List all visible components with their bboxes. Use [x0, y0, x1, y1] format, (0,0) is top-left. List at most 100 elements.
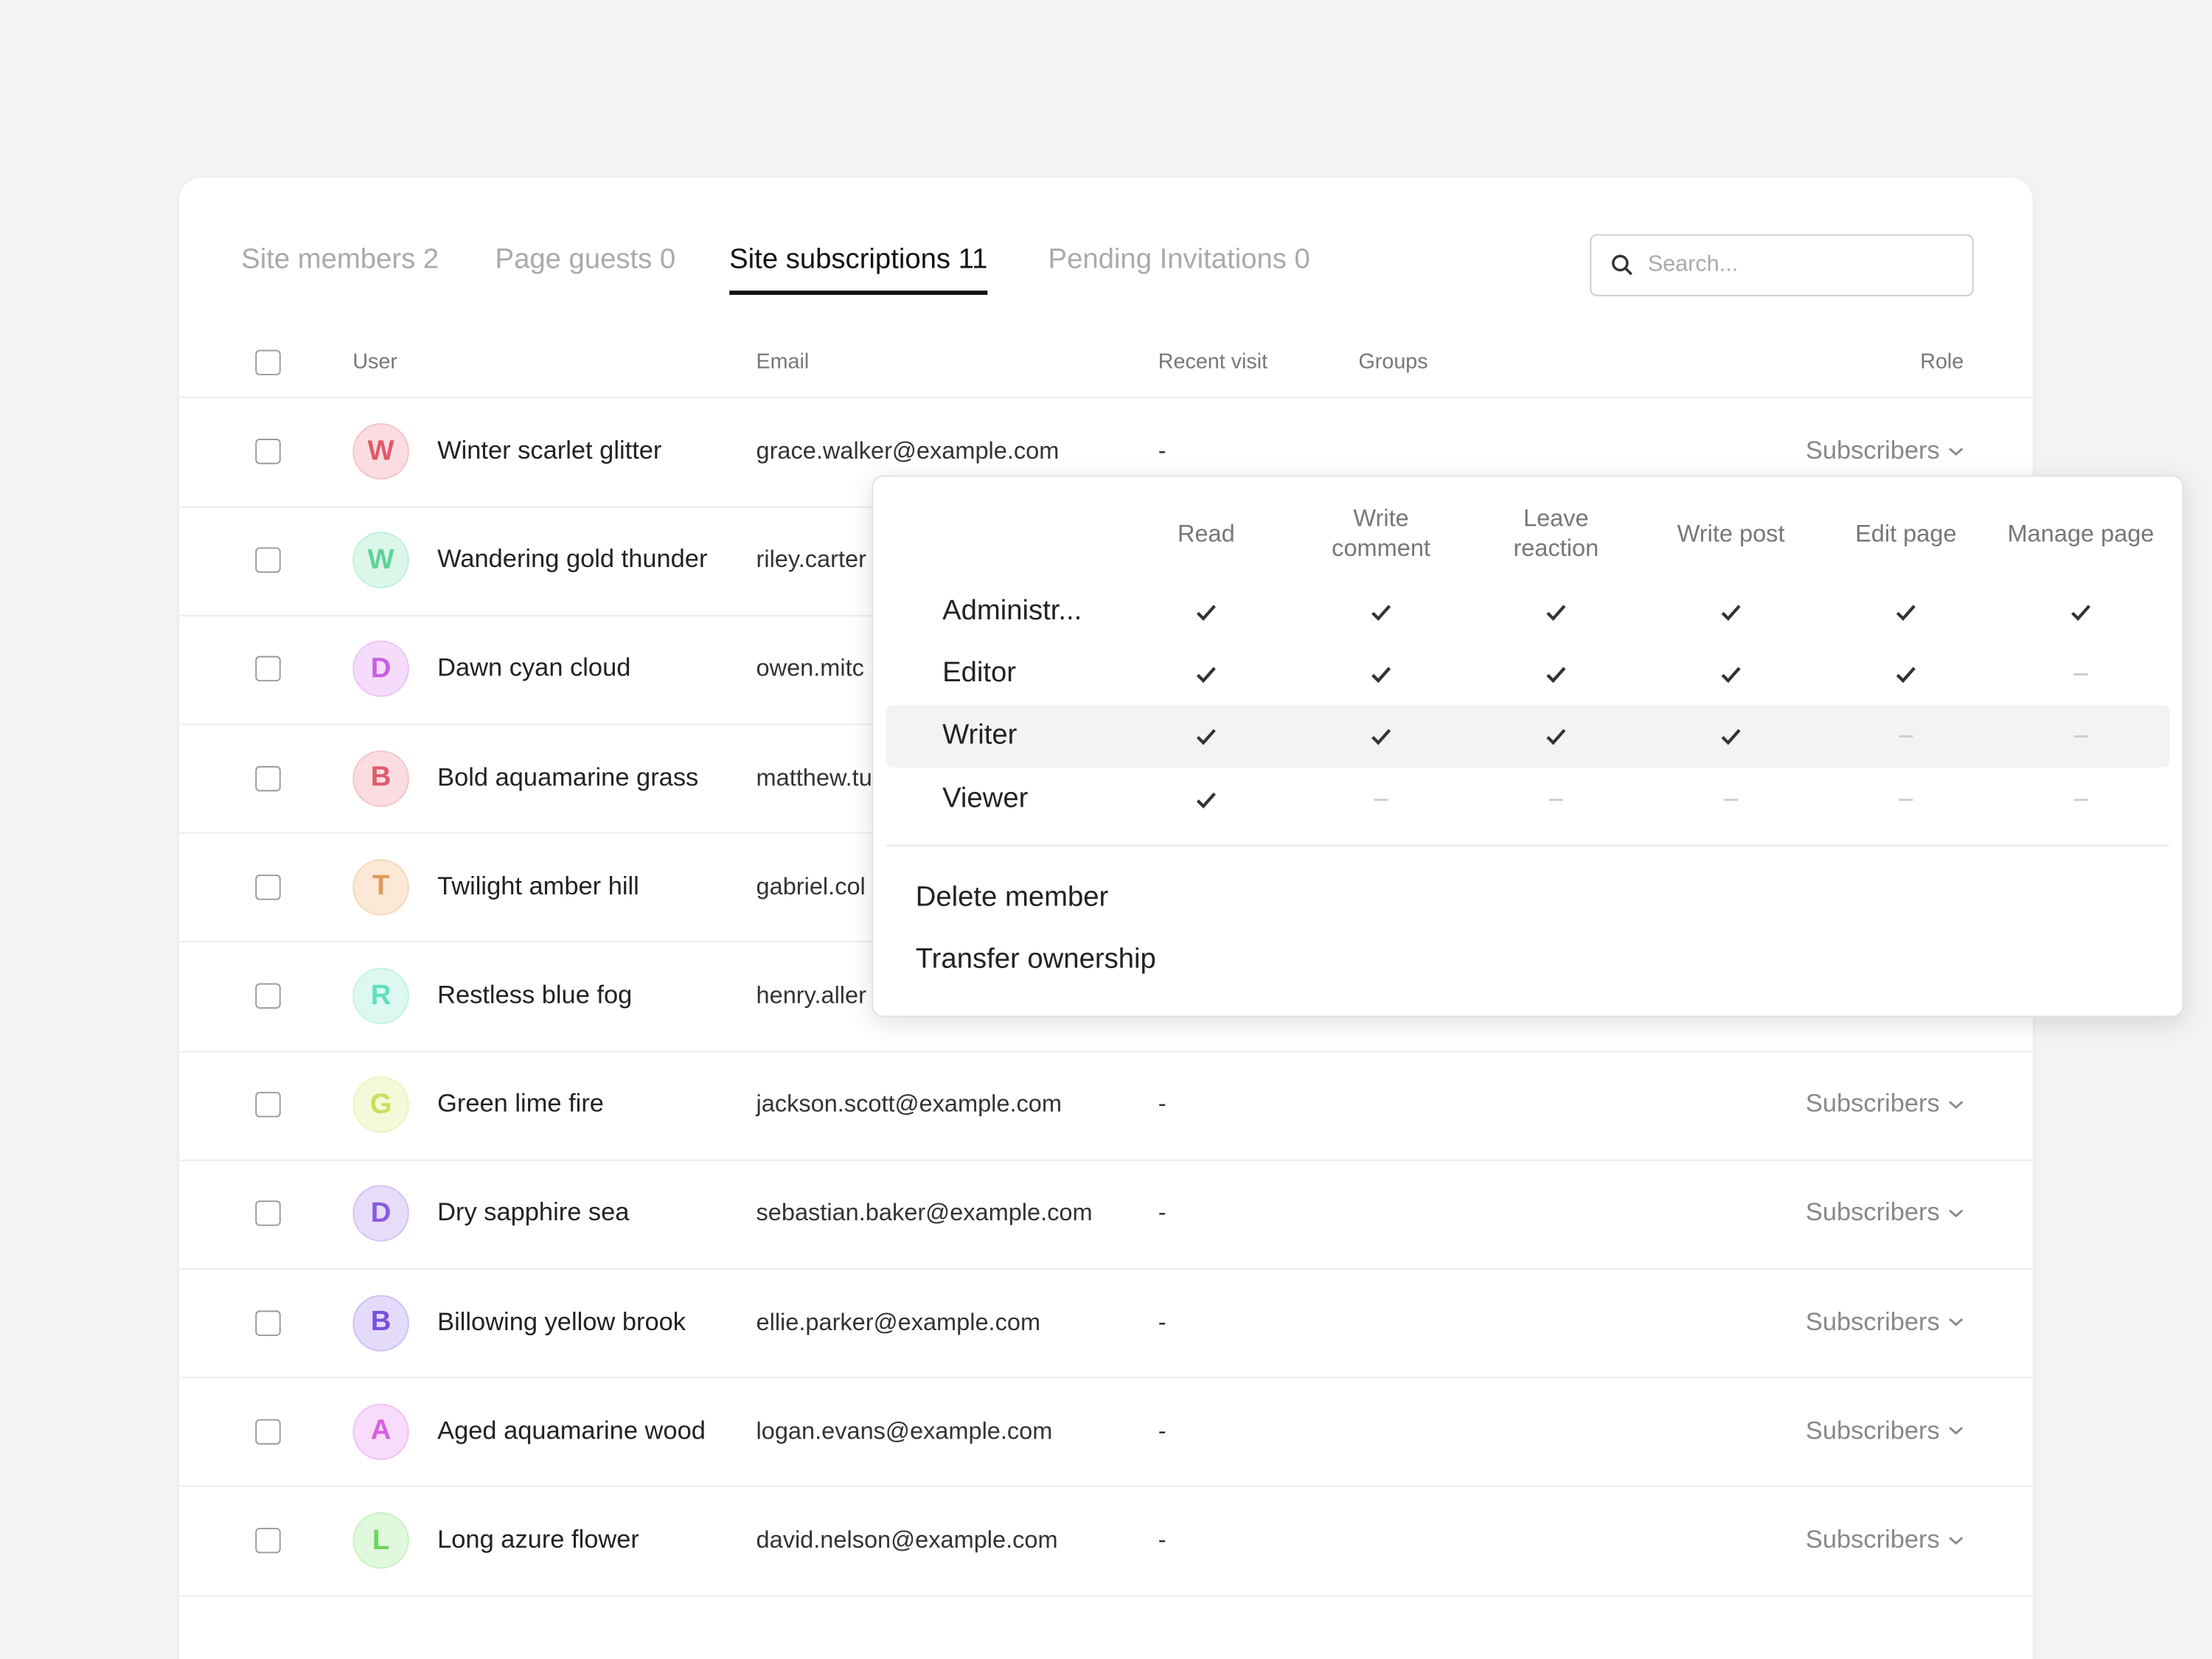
- permission-header: Write comment: [1332, 504, 1430, 562]
- permission-header: Read: [1177, 520, 1235, 547]
- row-checkbox[interactable]: [255, 1310, 281, 1336]
- role-name[interactable]: Administr...: [942, 595, 1082, 627]
- row-checkbox[interactable]: [255, 1092, 281, 1118]
- row-checkbox[interactable]: [255, 874, 281, 900]
- check-icon: [1719, 601, 1742, 624]
- chevron-icon: [1949, 447, 1964, 456]
- email: gabriel.col: [756, 872, 866, 900]
- search-placeholder: Search...: [1647, 252, 1739, 277]
- permission-header: Write post: [1677, 520, 1785, 547]
- avatar: T: [352, 858, 409, 916]
- user-name: Aged aquamarine wood: [437, 1416, 706, 1444]
- row-divider: [178, 1486, 2034, 1488]
- row-checkbox[interactable]: [255, 1528, 281, 1554]
- recent-visit: -: [1158, 1417, 1166, 1444]
- role-name[interactable]: Editor: [942, 657, 1017, 689]
- avatar: W: [352, 532, 409, 589]
- popup-action[interactable]: Delete member: [915, 881, 1109, 913]
- chevron-icon: [1949, 1209, 1964, 1217]
- tab[interactable]: Page guests 0: [495, 243, 676, 276]
- check-icon: [1545, 663, 1568, 686]
- row-checkbox[interactable]: [255, 656, 281, 682]
- header-email: Email: [756, 349, 810, 375]
- check-icon: [1895, 601, 1918, 624]
- check-icon: [1895, 663, 1918, 686]
- recent-visit: -: [1158, 1308, 1166, 1336]
- row-divider: [178, 1267, 2034, 1270]
- recent-visit: -: [1158, 1091, 1166, 1118]
- dash-icon: [2070, 725, 2093, 748]
- check-icon: [1195, 663, 1218, 686]
- role-popup: Read Write comment Leave reaction Write pos…: [872, 475, 2184, 1018]
- email: grace.walker@example.com: [756, 437, 1060, 465]
- select-all-checkbox[interactable]: [255, 349, 281, 375]
- user-name: Long azure flower: [437, 1525, 639, 1554]
- user-name: Winter scarlet glitter: [437, 436, 662, 465]
- row-checkbox[interactable]: [255, 439, 281, 465]
- user-name: Dawn cyan cloud: [437, 653, 631, 682]
- recent-visit: -: [1158, 437, 1166, 465]
- check-icon: [1195, 601, 1218, 624]
- check-icon: [1545, 725, 1568, 748]
- avatar: W: [352, 422, 409, 480]
- user-name: Dry sapphire sea: [437, 1198, 630, 1227]
- role-select[interactable]: Subscribers: [1806, 1416, 1964, 1446]
- check-icon: [1545, 601, 1568, 624]
- chevron-icon: [1949, 1536, 1964, 1545]
- recent-visit: -: [1158, 1526, 1166, 1554]
- email: jackson.scott@example.com: [756, 1091, 1062, 1118]
- role-name[interactable]: Writer: [942, 719, 1018, 751]
- avatar: D: [352, 641, 409, 698]
- email: matthew.tu: [756, 764, 872, 791]
- role-label: Subscribers: [1805, 1089, 1940, 1118]
- header-groups: Groups: [1358, 349, 1428, 375]
- avatar: G: [352, 1077, 409, 1133]
- dash-icon: [2070, 663, 2093, 686]
- user-name: Green lime fire: [437, 1089, 604, 1118]
- check-icon: [1370, 725, 1393, 748]
- row-checkbox[interactable]: [255, 1200, 281, 1227]
- role-select[interactable]: Subscribers: [1806, 1307, 1964, 1337]
- dash-icon: [1370, 789, 1393, 812]
- role-label: Subscribers: [1805, 1416, 1940, 1444]
- role-select[interactable]: Subscribers: [1806, 1525, 1964, 1554]
- dash-icon: [1719, 789, 1742, 812]
- chevron-icon: [1949, 1100, 1964, 1109]
- user-name: Wandering gold thunder: [437, 544, 708, 574]
- row-checkbox[interactable]: [255, 983, 281, 1009]
- check-icon: [1719, 663, 1742, 686]
- role-label: Subscribers: [1805, 1525, 1940, 1554]
- email: owen.mitc: [756, 655, 864, 682]
- role-label: Subscribers: [1805, 436, 1940, 465]
- header-recent: Recent visit: [1158, 349, 1268, 375]
- role-select[interactable]: Subscribers: [1806, 1198, 1964, 1228]
- avatar: L: [352, 1512, 409, 1569]
- avatar: B: [352, 1294, 409, 1352]
- email: logan.evans@example.com: [756, 1417, 1053, 1444]
- role-name[interactable]: Viewer: [942, 782, 1029, 814]
- role-select[interactable]: Subscribers: [1806, 1089, 1964, 1119]
- header-role: Role: [1920, 349, 1964, 375]
- check-icon: [1370, 601, 1393, 624]
- row-divider: [178, 1050, 2034, 1052]
- row-checkbox[interactable]: [255, 1419, 281, 1444]
- popup-action[interactable]: Transfer ownership: [915, 943, 1156, 975]
- tab[interactable]: Pending Invitations 0: [1048, 243, 1310, 276]
- check-icon: [2070, 601, 2093, 624]
- tab[interactable]: Site members 2: [241, 243, 439, 276]
- search-box[interactable]: Search...: [1590, 234, 1974, 296]
- avatar: B: [352, 750, 409, 807]
- row-divider: [178, 1594, 2034, 1596]
- row-checkbox[interactable]: [255, 547, 281, 574]
- role-select[interactable]: Subscribers: [1806, 436, 1964, 465]
- tab[interactable]: Site subscriptions 11: [729, 243, 988, 276]
- user-name: Billowing yellow brook: [437, 1307, 686, 1336]
- row-divider: [178, 1159, 2034, 1161]
- dash-icon: [1895, 725, 1918, 748]
- dash-icon: [1545, 789, 1568, 812]
- row-checkbox[interactable]: [255, 765, 281, 791]
- header-user: User: [352, 349, 397, 375]
- user-name: Bold aquamarine grass: [437, 762, 699, 791]
- divider: [178, 396, 2034, 398]
